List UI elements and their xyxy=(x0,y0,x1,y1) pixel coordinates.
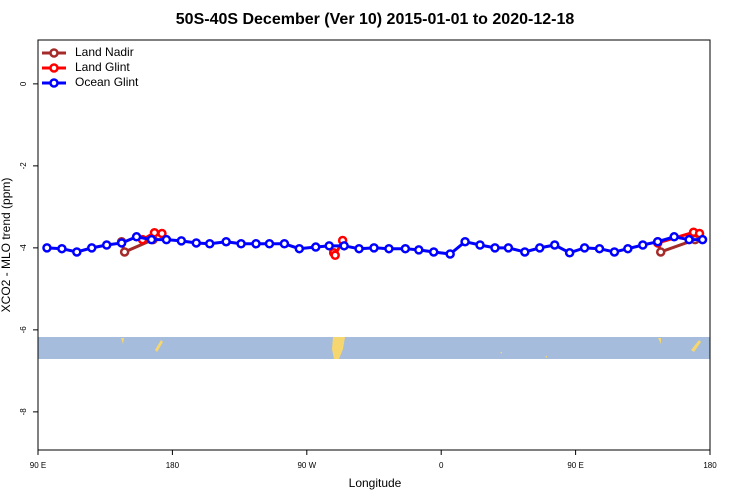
point xyxy=(549,240,560,250)
point xyxy=(369,243,379,253)
point xyxy=(684,234,694,245)
legend-marker xyxy=(49,48,59,58)
point xyxy=(157,228,167,239)
x-axis-label: Longitude xyxy=(349,476,402,490)
x-tick-label: 90 E xyxy=(567,461,583,470)
y-tick-label: -6 xyxy=(19,326,28,334)
point xyxy=(236,239,246,249)
point xyxy=(655,247,666,257)
point xyxy=(354,243,364,254)
point xyxy=(384,243,394,254)
point xyxy=(57,243,67,254)
y-axis-label: XCO2 - MLO trend (ppm) xyxy=(0,178,13,313)
point xyxy=(503,243,514,253)
point xyxy=(264,239,275,249)
plot-frame xyxy=(37,39,711,451)
point xyxy=(221,236,231,247)
y-tick-label: -4 xyxy=(19,244,28,252)
x-tick-label: 90 E xyxy=(30,461,46,470)
point xyxy=(311,242,321,252)
point xyxy=(490,243,500,253)
point xyxy=(669,232,679,242)
y-tick-label: -2 xyxy=(19,162,28,170)
point xyxy=(131,232,142,242)
point xyxy=(176,236,187,246)
point xyxy=(204,239,215,249)
point xyxy=(475,240,485,250)
point xyxy=(87,243,97,253)
legend-label: Land Glint xyxy=(75,60,130,74)
point xyxy=(697,234,708,245)
point xyxy=(428,247,439,257)
chart-title: 50S-40S December (Ver 10) 2015-01-01 to … xyxy=(176,11,575,28)
legend-label: Land Nadir xyxy=(75,45,134,59)
point xyxy=(72,247,82,257)
point xyxy=(594,243,605,254)
point xyxy=(414,245,424,255)
y-tick-label: -8 xyxy=(19,408,28,416)
point xyxy=(279,239,290,249)
point xyxy=(119,247,130,257)
ocean-band xyxy=(38,337,710,359)
point xyxy=(324,241,334,251)
point xyxy=(161,234,172,245)
point xyxy=(400,243,411,254)
legend-marker xyxy=(49,63,59,73)
point xyxy=(609,247,620,257)
legend-label: Ocean Glint xyxy=(75,75,139,89)
point xyxy=(520,247,530,257)
point xyxy=(579,243,590,253)
point xyxy=(146,234,157,245)
point xyxy=(638,240,648,250)
point xyxy=(101,240,112,250)
x-tick-label: 90 W xyxy=(297,461,316,470)
point xyxy=(251,239,261,249)
point xyxy=(564,248,575,258)
point xyxy=(652,236,663,247)
x-tick-label: 180 xyxy=(166,461,180,470)
point xyxy=(535,243,545,253)
map-strip xyxy=(38,337,710,359)
point xyxy=(339,241,349,251)
x-tick-label: 0 xyxy=(439,461,444,470)
point xyxy=(191,238,202,248)
legend-marker xyxy=(49,78,59,88)
point xyxy=(42,243,52,253)
point xyxy=(116,238,127,248)
point xyxy=(623,243,633,254)
point xyxy=(460,236,470,247)
point xyxy=(445,249,455,259)
x-tick-label: 180 xyxy=(703,461,717,470)
point xyxy=(330,250,340,260)
point xyxy=(294,243,305,254)
y-tick-label: 0 xyxy=(19,81,28,86)
